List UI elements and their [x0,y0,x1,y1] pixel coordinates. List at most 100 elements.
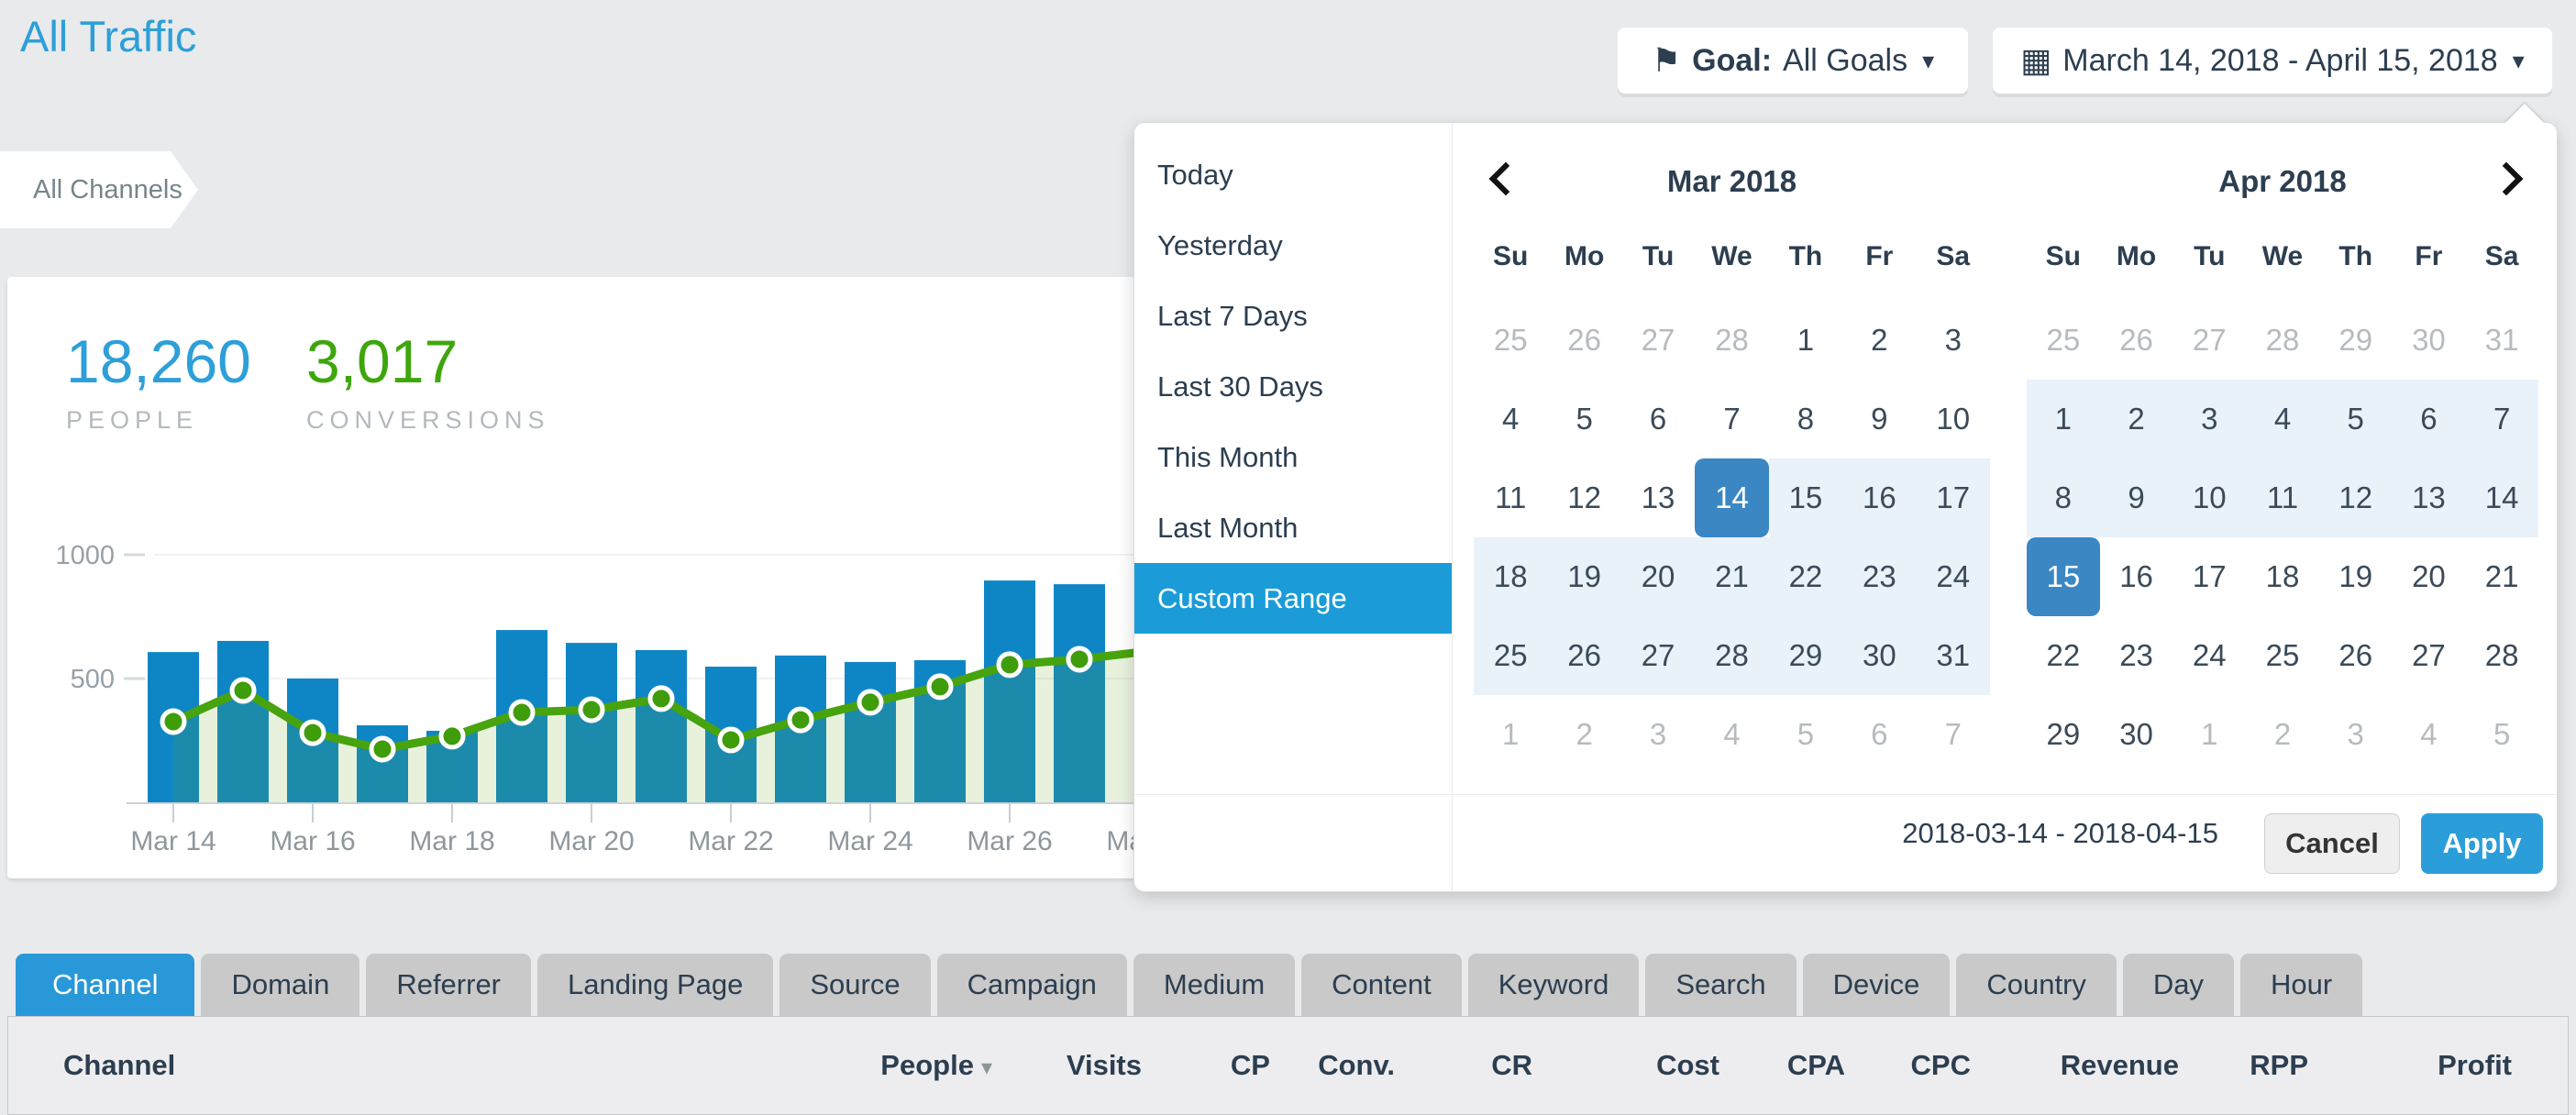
day-cell[interactable]: 27 [1641,323,1675,357]
day-cell[interactable]: 31 [1916,616,1990,695]
day-cell[interactable]: 17 [1916,458,1990,537]
day-cell[interactable]: 20 [2412,559,2446,593]
day-cell[interactable]: 7 [2465,380,2538,458]
day-cell[interactable]: 3 [1649,717,1667,751]
preset-last-7-days[interactable]: Last 7 Days [1157,299,1308,332]
day-cell[interactable]: 27 [2412,638,2446,672]
day-cell[interactable]: 11 [1495,480,1527,514]
day-cell[interactable]: 18 [1474,537,1548,616]
day-cell[interactable]: 27 [1620,616,1696,695]
day-cell[interactable]: 2 [2273,717,2292,751]
column-header-conv[interactable]: Conv. [1318,1049,1395,1081]
day-cell[interactable]: 6 [2392,380,2466,458]
tab-country[interactable]: Country [1956,954,2117,1016]
day-cell[interactable]: 26 [1547,616,1621,695]
day-cell[interactable]: 21 [1695,537,1769,616]
day-cell[interactable]: 3 [2347,717,2364,751]
day-cell[interactable]: 23 [1842,537,1917,616]
day-cell[interactable]: 17 [2192,559,2227,593]
tab-keyword[interactable]: Keyword [1467,954,1640,1016]
preset-last-30-days[interactable]: Last 30 Days [1157,370,1323,403]
day-cell[interactable]: 12 [2318,458,2393,537]
day-cell[interactable]: 18 [2265,559,2300,593]
column-header-people[interactable]: People ▾ [880,1049,992,1081]
day-cell[interactable]: 3 [1944,323,1962,357]
column-header-profit[interactable]: Profit [2438,1049,2512,1081]
tab-channel[interactable]: Channel [16,954,195,1016]
column-header-cost[interactable]: Cost [1656,1049,1719,1081]
day-cell[interactable]: 3 [2172,380,2247,458]
day-cell-selected[interactable]: 15 [2027,537,2100,616]
day-cell[interactable]: 13 [2392,458,2466,537]
day-cell[interactable]: 28 [1715,323,1749,357]
day-cell[interactable]: 25 [1474,616,1548,695]
day-cell[interactable]: 26 [2338,638,2373,672]
day-cell[interactable]: 24 [1916,537,1990,616]
column-header-cr[interactable]: CR [1491,1049,1532,1081]
day-cell[interactable]: 20 [1620,537,1696,616]
day-cell[interactable]: 5 [1575,402,1593,436]
day-cell[interactable]: 28 [2484,638,2519,672]
day-cell[interactable]: 14 [2465,458,2538,537]
day-cell[interactable]: 31 [2484,323,2519,357]
column-header-cp[interactable]: CP [1230,1049,1270,1081]
column-header-cpa[interactable]: CPA [1786,1049,1845,1081]
day-cell[interactable]: 29 [2046,717,2081,751]
day-cell[interactable]: 1 [2027,380,2100,458]
day-cell[interactable]: 26 [2119,323,2153,357]
day-cell[interactable]: 9 [2099,458,2173,537]
day-cell[interactable]: 6 [1649,402,1667,436]
tab-device[interactable]: Device [1802,954,1951,1016]
day-cell[interactable]: 9 [1871,402,1888,436]
day-cell[interactable]: 10 [1936,402,1971,436]
day-cell[interactable]: 16 [1842,458,1917,537]
tab-hour[interactable]: Hour [2240,954,2363,1016]
column-header-channel[interactable]: Channel [63,1049,176,1081]
tab-search[interactable]: Search [1645,954,1797,1016]
tab-day[interactable]: Day [2122,954,2235,1016]
day-cell[interactable]: 12 [1567,480,1601,514]
day-cell[interactable]: 30 [2119,717,2153,751]
goal-dropdown-button[interactable]: ⚑ Goal: All Goals ▾ [1618,28,1968,94]
day-cell[interactable]: 16 [2119,559,2153,593]
day-cell[interactable]: 1 [1797,323,1815,357]
day-cell[interactable]: 8 [1797,402,1815,436]
day-cell[interactable]: 25 [2046,323,2081,357]
day-cell[interactable]: 4 [1723,717,1741,751]
preset-yesterday[interactable]: Yesterday [1157,228,1283,261]
preset-last-month[interactable]: Last Month [1157,511,1299,544]
day-cell[interactable]: 2 [1871,323,1888,357]
day-cell-selected[interactable]: 14 [1695,458,1769,537]
day-cell[interactable]: 8 [2027,458,2100,537]
tab-source[interactable]: Source [779,954,931,1016]
day-cell[interactable]: 25 [2265,638,2300,672]
day-cell[interactable]: 28 [1695,616,1769,695]
day-cell[interactable]: 13 [1641,480,1675,514]
day-cell[interactable]: 1 [2201,717,2218,751]
tab-referrer[interactable]: Referrer [366,954,532,1016]
day-cell[interactable]: 4 [1502,402,1520,436]
day-cell[interactable]: 22 [2046,638,2081,672]
day-cell[interactable]: 27 [2192,323,2227,357]
day-cell[interactable]: 15 [1768,458,1843,537]
column-header-visits[interactable]: Visits [1066,1049,1142,1081]
day-cell[interactable]: 30 [1842,616,1917,695]
day-cell[interactable]: 22 [1768,537,1843,616]
breadcrumb-all-channels[interactable]: All Channels [0,151,198,228]
day-cell[interactable]: 28 [2265,323,2300,357]
tab-campaign[interactable]: Campaign [936,954,1127,1016]
day-cell[interactable]: 10 [2172,458,2247,537]
day-cell[interactable]: 7 [1723,402,1741,436]
tab-content[interactable]: Content [1301,954,1462,1016]
column-header-revenue[interactable]: Revenue [2060,1049,2179,1081]
day-cell[interactable]: 19 [2338,559,2373,593]
day-cell[interactable]: 7 [1944,717,1962,751]
column-header-rpp[interactable]: RPP [2250,1049,2308,1081]
day-cell[interactable]: 21 [2484,559,2519,593]
day-cell[interactable]: 23 [2119,638,2153,672]
preset-today[interactable]: Today [1157,158,1233,191]
day-cell[interactable]: 4 [2420,717,2438,751]
day-cell[interactable]: 29 [2338,323,2373,357]
column-header-cpc[interactable]: CPC [1910,1049,1971,1081]
day-cell[interactable]: 26 [1567,323,1601,357]
